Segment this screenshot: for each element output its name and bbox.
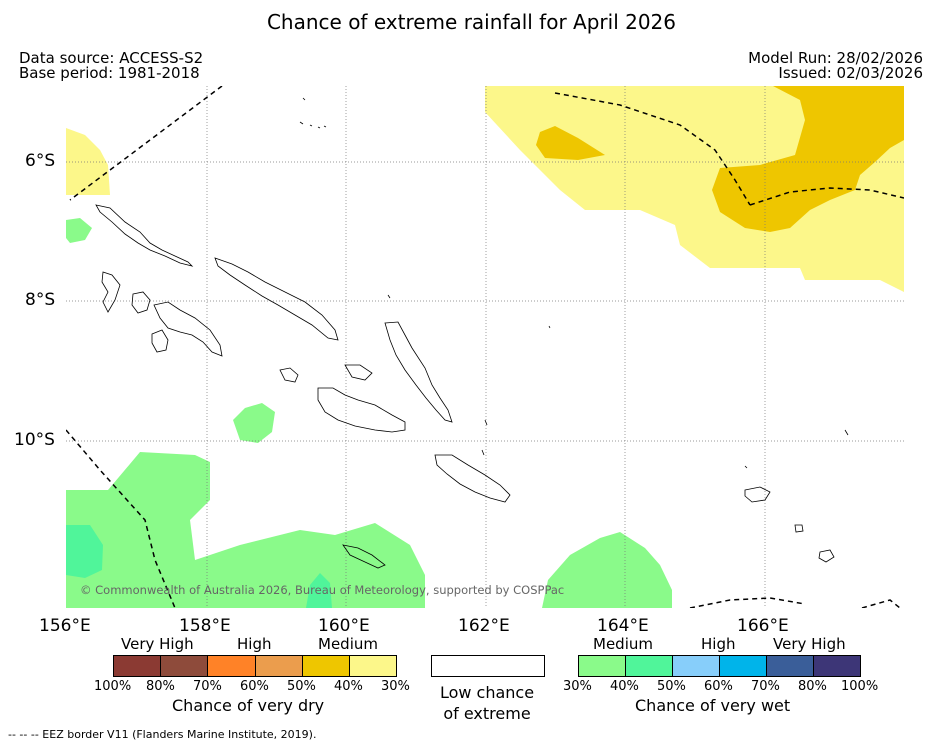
model-run: Model Run: 28/02/2026 [748, 49, 923, 67]
graticule [66, 86, 904, 608]
data-source: Data source: ACCESS-S2 [19, 49, 204, 67]
wet-swatch-40-50 [626, 656, 673, 676]
eez-note: -- -- -- EEZ border V11 (Flanders Marine… [8, 728, 317, 741]
dry-caption: Chance of very dry [172, 696, 325, 715]
dry-swatch-70-80 [161, 656, 209, 676]
wet-tick: 80% [798, 679, 827, 694]
wet-swatch-50-60 [673, 656, 720, 676]
dry-tick: 70% [193, 679, 222, 694]
wet-swatch-30-40 [579, 656, 626, 676]
wet-swatch-80-100 [814, 656, 860, 676]
wet-tick: 100% [841, 679, 879, 694]
dry-category-high: High [237, 635, 272, 653]
dry-40-50-region [536, 86, 904, 232]
lat-label-8s: 8°S [25, 290, 56, 310]
islands [95, 97, 849, 569]
dry-colorbar [113, 655, 397, 677]
dry-tick: 50% [287, 679, 316, 694]
wet-colorbar [578, 655, 861, 677]
wet-tick: 30% [563, 679, 592, 694]
wet-tick: 60% [704, 679, 733, 694]
dry-category-medium: Medium [318, 635, 378, 653]
eez-border [66, 86, 904, 608]
wet-30-40-region [66, 218, 672, 608]
wet-40-50-region [66, 525, 332, 608]
base-period: Base period: 1981-2018 [19, 64, 200, 82]
dry-tick: 100% [94, 679, 132, 694]
wet-category-very-high: Very High [773, 635, 846, 653]
dry-tick: 80% [146, 679, 175, 694]
dry-tick: 40% [334, 679, 363, 694]
wet-category-medium: Medium [593, 635, 653, 653]
wet-swatch-60-70 [720, 656, 767, 676]
wet-tick: 50% [657, 679, 686, 694]
wet-swatch-70-80 [767, 656, 814, 676]
dry-swatch-40-50 [302, 656, 350, 676]
lon-label-164e: 164°E [597, 616, 649, 636]
lon-label-162e: 162°E [458, 616, 510, 636]
issued-date: Issued: 02/03/2026 [778, 64, 923, 82]
dry-swatch-50-60 [255, 656, 303, 676]
wet-tick: 70% [751, 679, 780, 694]
dry-category-very-high: Very High [121, 635, 194, 653]
dry-tick: 60% [240, 679, 269, 694]
low-chance-caption-line1: Low chance [439, 683, 535, 702]
wet-caption: Chance of very wet [635, 696, 791, 715]
dry-swatch-30-40 [349, 656, 397, 676]
low-chance-caption-line2: of extreme [443, 704, 531, 723]
wet-tick: 40% [610, 679, 639, 694]
dry-swatch-80-100 [114, 656, 162, 676]
copyright-notice: © Commonwealth of Australia 2026, Bureau… [80, 583, 565, 597]
lat-label-10s: 10°S [14, 430, 55, 450]
map-title: Chance of extreme rainfall for April 202… [266, 10, 677, 34]
lat-label-6s: 6°S [25, 151, 56, 171]
dry-swatch-60-70 [208, 656, 256, 676]
lon-label-158e: 158°E [179, 616, 231, 636]
low-chance-swatch [431, 655, 545, 677]
lon-label-156e: 156°E [39, 616, 91, 636]
lon-label-166e: 166°E [737, 616, 789, 636]
dry-tick: 30% [381, 679, 410, 694]
lon-label-160e: 160°E [318, 616, 370, 636]
wet-category-high: High [701, 635, 736, 653]
